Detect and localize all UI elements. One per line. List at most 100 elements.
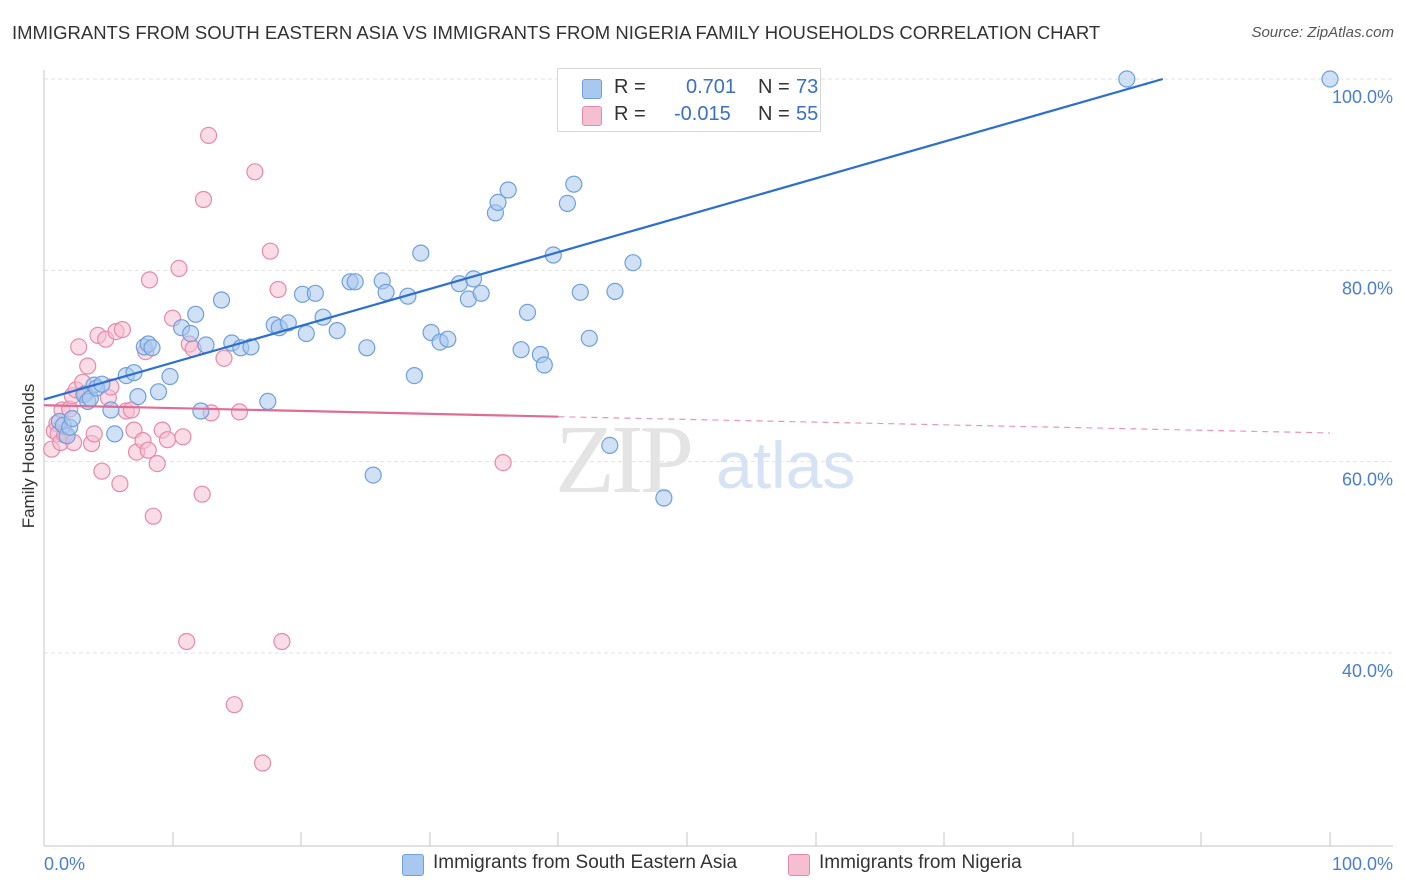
southeast-asia-point (512, 341, 530, 359)
watermark: ZIP atlas (555, 406, 855, 514)
nigeria-point (174, 428, 192, 446)
nigeria-point (273, 632, 291, 651)
nigeria-trend-line (43, 404, 559, 418)
southeast-asia-point (377, 283, 395, 301)
nigeria-point (93, 462, 111, 480)
legend-r-value: 0.701 (686, 76, 737, 98)
southeast-asia-point (472, 284, 490, 302)
southeast-asia-trend-line (43, 77, 1164, 401)
chart-title: IMMIGRANTS FROM SOUTH EASTERN ASIA VS IM… (12, 22, 1101, 43)
nigeria-point (269, 280, 287, 299)
bottom-legend-label: Immigrants from South Eastern Asia (433, 852, 738, 873)
southeast-asia-point (306, 284, 324, 302)
nigeria-point (140, 271, 159, 289)
nigeria-point (200, 126, 218, 144)
southeast-asia-point (405, 367, 423, 385)
nigeria-point (215, 349, 233, 367)
nigeria-point (113, 321, 132, 339)
legend-swatch-blue (582, 79, 602, 99)
nigeria-point (246, 163, 264, 181)
southeast-asia-point (242, 338, 260, 356)
x-tick-label-max: 100.0% (1332, 854, 1393, 874)
southeast-asia-point (1118, 70, 1136, 88)
grid-lines (44, 78, 1393, 654)
legend-n-value: 55 (796, 103, 819, 125)
y-axis-label: Family Households (19, 384, 38, 529)
nigeria-point (144, 507, 162, 525)
southeast-asia-point (129, 388, 147, 406)
nigeria-point (254, 754, 272, 772)
nigeria-point (494, 454, 512, 472)
southeast-asia-point (565, 175, 583, 193)
legend-r-label: R = (614, 103, 646, 125)
southeast-asia-point (182, 324, 200, 343)
nigeria-point (194, 190, 213, 209)
southeast-asia-point (297, 324, 315, 343)
nigeria-point (79, 357, 97, 375)
nigeria-points (43, 126, 512, 772)
southeast-asia-point (106, 425, 124, 443)
southeast-asia-point (624, 254, 642, 272)
southeast-asia-point (187, 305, 205, 323)
legend-n-value: 73 (796, 76, 819, 98)
nigeria-point (148, 455, 166, 473)
nigeria-point (193, 485, 211, 503)
legend-r-value: -0.015 (674, 103, 731, 125)
southeast-asia-point (346, 273, 364, 291)
nigeria-point (139, 441, 157, 459)
y-tick-label: 80.0% (1342, 278, 1393, 298)
southeast-asia-point (1321, 70, 1339, 88)
southeast-asia-point (439, 330, 457, 348)
bottom-legend-label: Immigrants from Nigeria (819, 852, 1022, 873)
bottom-legend-swatch-blue (402, 854, 424, 876)
nigeria-point (178, 632, 196, 651)
southeast-asia-point (606, 282, 624, 300)
southeast-asia-point (161, 367, 179, 386)
southeast-asia-point (358, 339, 376, 357)
southeast-asia-point (558, 194, 577, 212)
nigeria-point (170, 259, 188, 277)
legend-n-label: N = (758, 76, 790, 98)
southeast-asia-points (50, 70, 1339, 507)
correlation-legend: R = 0.701 N = 73 R = -0.015 N = 55 (557, 68, 821, 132)
nigeria-trend-line-extension (558, 416, 1331, 434)
southeast-asia-point (63, 410, 81, 428)
nigeria-point (158, 431, 177, 449)
legend-r-label: R = (614, 76, 646, 98)
southeast-asia-point (212, 291, 231, 309)
southeast-asia-point (655, 489, 673, 507)
x-ticks (43, 832, 1331, 846)
y-tick-labels: 40.0% 60.0% 80.0% 100.0% (1332, 87, 1393, 681)
source-label: Source: ZipAtlas.com (1251, 24, 1394, 41)
bottom-legend-swatch-pink (788, 854, 810, 876)
nigeria-point (225, 696, 243, 714)
y-tick-label: 60.0% (1342, 470, 1393, 490)
x-tick-label-min: 0.0% (44, 854, 85, 874)
legend-swatch-pink (582, 106, 602, 126)
southeast-asia-point (518, 303, 537, 321)
southeast-asia-point (149, 383, 168, 401)
southeast-asia-point (364, 466, 382, 484)
nigeria-point (70, 338, 88, 356)
southeast-asia-point (279, 314, 297, 332)
southeast-asia-point (259, 392, 277, 410)
y-tick-label: 100.0% (1332, 87, 1393, 107)
southeast-asia-point (535, 356, 553, 374)
axes (43, 70, 1393, 847)
southeast-asia-point (601, 436, 619, 454)
southeast-asia-point (499, 181, 517, 199)
nigeria-point (85, 425, 103, 443)
legend-n-label: N = (758, 103, 790, 125)
southeast-asia-point (571, 283, 589, 301)
southeast-asia-point (580, 329, 598, 347)
southeast-asia-point (102, 401, 120, 419)
nigeria-point (261, 242, 279, 260)
southeast-asia-point (192, 402, 210, 420)
nigeria-point (111, 475, 129, 493)
southeast-asia-point (328, 322, 346, 340)
southeast-asia-point (489, 193, 507, 211)
southeast-asia-point (143, 339, 161, 357)
y-tick-label: 40.0% (1342, 661, 1393, 681)
watermark-atlas: atlas (716, 428, 855, 502)
